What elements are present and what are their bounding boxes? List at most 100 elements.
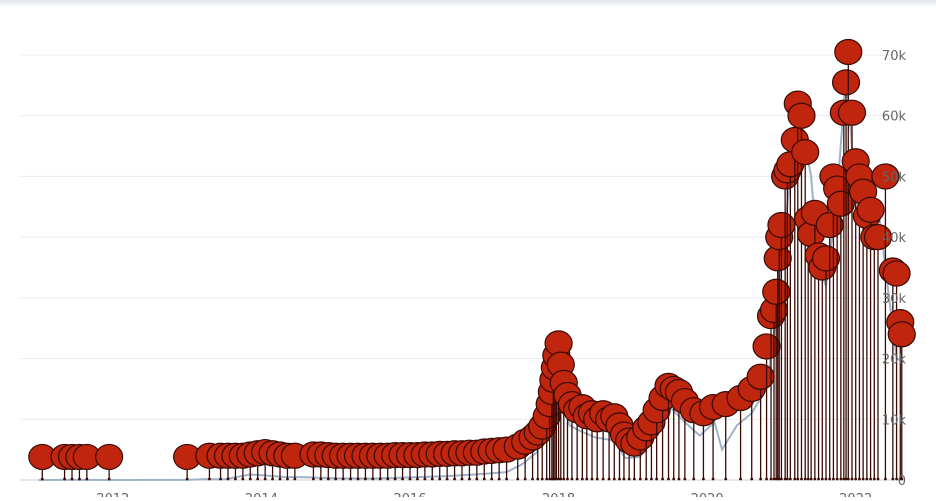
flag-foot — [341, 477, 345, 481]
flag-foot — [869, 477, 872, 481]
top-band — [0, 0, 936, 7]
flag-foot — [750, 477, 754, 481]
flag-marker — [746, 363, 775, 481]
flag-foot — [780, 477, 783, 481]
flag-foot — [677, 477, 681, 481]
flag-foot — [497, 477, 501, 481]
y-tick-label: 60k — [882, 110, 907, 125]
flag-foot — [356, 477, 360, 481]
flag-head — [837, 99, 867, 126]
flag-foot — [278, 477, 282, 481]
flag-marker — [834, 38, 863, 481]
flag-marker — [808, 254, 837, 481]
flag-foot — [540, 477, 544, 481]
flag-foot — [241, 477, 245, 481]
x-tick-label: 2014 — [245, 492, 278, 497]
flag-foot — [566, 477, 569, 481]
flag-head — [887, 321, 916, 348]
flag-head — [811, 245, 841, 272]
grid-layer — [20, 54, 904, 481]
flag-marker — [763, 245, 792, 481]
flag-foot — [872, 477, 876, 481]
flag-foot — [78, 477, 81, 481]
flag-foot — [516, 477, 520, 481]
flag-head — [752, 333, 781, 360]
flag-head — [831, 69, 861, 96]
flag-foot — [580, 477, 584, 481]
flag-foot — [772, 477, 776, 481]
flag-marker — [856, 196, 885, 481]
flag-foot — [430, 477, 434, 481]
flag-foot — [828, 477, 832, 481]
flag-foot — [622, 477, 626, 481]
flag-head — [863, 224, 893, 251]
flag-foot — [208, 477, 211, 481]
flag-foot — [895, 477, 898, 481]
flag-foot — [63, 477, 66, 481]
x-tick-label: 2016 — [393, 492, 426, 497]
flag-foot — [490, 477, 494, 481]
y-tick-label: 50k — [882, 170, 907, 185]
flag-foot — [783, 477, 787, 481]
flag-foot — [806, 477, 810, 481]
flag-layer — [28, 38, 916, 481]
flag-foot — [349, 477, 352, 481]
flag-marker — [887, 321, 916, 481]
x-tick-label: 2020 — [691, 492, 724, 497]
flag-marker — [762, 278, 791, 481]
flag-foot — [638, 477, 642, 481]
flag-foot — [562, 477, 566, 481]
flag-marker — [811, 245, 841, 481]
flag-foot — [505, 477, 508, 481]
flag-head — [746, 363, 775, 390]
flag-foot — [453, 477, 456, 481]
flag-foot — [655, 477, 659, 481]
flag-foot — [590, 477, 594, 481]
flag-foot — [824, 477, 828, 481]
flag-foot — [219, 477, 222, 481]
y-tick-label: 40k — [882, 231, 907, 246]
flag-marker — [787, 102, 816, 481]
flag-foot — [286, 477, 289, 481]
flag-foot — [460, 477, 464, 481]
y-tick-label: 20k — [882, 353, 907, 368]
flag-foot — [661, 477, 664, 481]
flag-head — [791, 139, 820, 166]
flag-marker — [72, 443, 101, 481]
flag-foot — [423, 477, 427, 481]
flag-head — [856, 196, 885, 223]
flag-foot — [702, 477, 705, 481]
flag-foot — [378, 477, 382, 481]
flag-foot — [570, 477, 574, 481]
flag-head — [826, 190, 855, 217]
flag-foot — [536, 477, 540, 481]
flag-foot — [612, 477, 616, 481]
flag-foot — [334, 477, 338, 481]
flag-marker — [826, 190, 855, 481]
flag-foot — [371, 477, 375, 481]
flag-foot — [667, 477, 670, 481]
flag-foot — [632, 477, 636, 481]
flag-foot — [683, 477, 687, 481]
flag-foot — [777, 477, 781, 481]
y-tick-label: 30k — [882, 292, 907, 307]
flag-foot — [817, 477, 820, 481]
flag-foot — [393, 477, 397, 481]
flag-foot — [813, 477, 817, 481]
flag-foot — [769, 477, 773, 481]
flag-foot — [554, 477, 558, 481]
flag-foot — [523, 477, 527, 481]
flag-foot — [475, 477, 479, 481]
flag-foot — [256, 477, 260, 481]
flag-foot — [408, 477, 412, 481]
flag-marker — [871, 163, 900, 481]
flag-foot — [482, 477, 486, 481]
flag-foot — [858, 477, 861, 481]
x-tick-label: 2022 — [839, 492, 872, 497]
flag-foot — [107, 477, 111, 481]
flag-head — [871, 163, 900, 190]
flag-foot — [739, 477, 742, 481]
flag-foot — [312, 477, 315, 481]
y-tick-label: 70k — [882, 49, 907, 64]
flag-head — [787, 102, 816, 129]
